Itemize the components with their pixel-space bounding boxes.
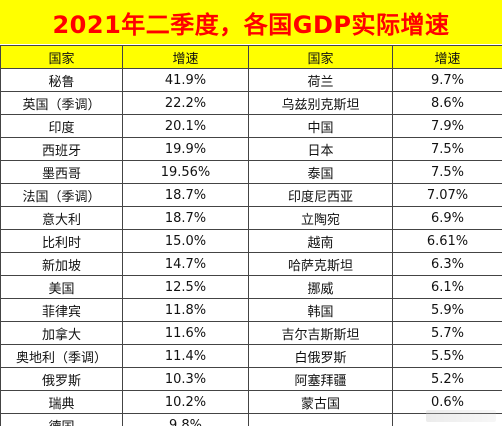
table-row: 秘鲁 41.9% 荷兰 9.7% xyxy=(0,68,502,92)
growth-cell-right: 6.61% xyxy=(392,229,502,253)
growth-cell-left: 14.7% xyxy=(122,252,249,276)
country-cell-right: 荷兰 xyxy=(248,68,393,92)
gdp-growth-table: 国家 增速 国家 增速 秘鲁 41.9% 荷兰 9.7% 英国（季调） 22.2% 乌兹别克… xyxy=(0,45,502,426)
table-row: 法国（季调） 18.7% 印度尼西亚 7.07% xyxy=(0,183,502,207)
table-row: 俄罗斯 10.3% 阿塞拜疆 5.2% xyxy=(0,367,502,391)
table-row: 西班牙 19.9% 日本 7.5% xyxy=(0,137,502,161)
table-row: 印度 20.1% 中国 7.9% xyxy=(0,114,502,138)
growth-cell-left: 22.2% xyxy=(122,91,249,115)
table-row: 瑞典 10.2% 蒙古国 0.6% xyxy=(0,390,502,414)
table-row: 美国 12.5% 挪威 6.1% xyxy=(0,275,502,299)
country-cell-left: 菲律宾 xyxy=(0,298,123,322)
country-cell-left: 加拿大 xyxy=(0,321,123,345)
table-body: 秘鲁 41.9% 荷兰 9.7% 英国（季调） 22.2% 乌兹别克斯坦 8.6% 印度 20.1… xyxy=(0,68,502,426)
title-banner: 2021年二季度，各国GDP实际增速 xyxy=(0,0,502,44)
growth-cell-left: 11.8% xyxy=(122,298,249,322)
header-growth-right: 增速 xyxy=(392,45,502,69)
table-row: 新加坡 14.7% 哈萨克斯坦 6.3% xyxy=(0,252,502,276)
empty-cell xyxy=(248,413,393,426)
country-cell-right: 日本 xyxy=(248,137,393,161)
country-cell-left: 新加坡 xyxy=(0,252,123,276)
growth-cell-left: 19.9% xyxy=(122,137,249,161)
country-cell-left: 西班牙 xyxy=(0,137,123,161)
header-country-right: 国家 xyxy=(248,45,393,69)
country-cell-right: 立陶宛 xyxy=(248,206,393,230)
growth-cell-right: 6.9% xyxy=(392,206,502,230)
watermark xyxy=(426,410,496,422)
growth-cell-right: 7.5% xyxy=(392,137,502,161)
growth-cell-right: 7.07% xyxy=(392,183,502,207)
country-cell-right: 挪威 xyxy=(248,275,393,299)
growth-cell-left: 12.5% xyxy=(122,275,249,299)
growth-cell-left: 9.8% xyxy=(122,413,249,426)
country-cell-left: 法国（季调） xyxy=(0,183,123,207)
growth-cell-right: 8.6% xyxy=(392,91,502,115)
growth-cell-right: 5.2% xyxy=(392,367,502,391)
header-country-left: 国家 xyxy=(0,45,123,69)
growth-cell-right: 9.7% xyxy=(392,68,502,92)
country-cell-left: 墨西哥 xyxy=(0,160,123,184)
country-cell-left: 秘鲁 xyxy=(0,68,123,92)
country-cell-left: 德国 xyxy=(0,413,123,426)
growth-cell-right: 6.1% xyxy=(392,275,502,299)
country-cell-right: 乌兹别克斯坦 xyxy=(248,91,393,115)
growth-cell-left: 11.6% xyxy=(122,321,249,345)
growth-cell-left: 20.1% xyxy=(122,114,249,138)
country-cell-right: 蒙古国 xyxy=(248,390,393,414)
growth-cell-right: 5.9% xyxy=(392,298,502,322)
growth-cell-left: 11.4% xyxy=(122,344,249,368)
country-cell-left: 意大利 xyxy=(0,206,123,230)
country-cell-right: 白俄罗斯 xyxy=(248,344,393,368)
growth-cell-left: 19.56% xyxy=(122,160,249,184)
growth-cell-right: 0.6% xyxy=(392,390,502,414)
growth-cell-left: 15.0% xyxy=(122,229,249,253)
growth-cell-right: 7.9% xyxy=(392,114,502,138)
country-cell-left: 俄罗斯 xyxy=(0,367,123,391)
table-row: 加拿大 11.6% 吉尔吉斯斯坦 5.7% xyxy=(0,321,502,345)
table-row: 比利时 15.0% 越南 6.61% xyxy=(0,229,502,253)
country-cell-left: 奥地利（季调） xyxy=(0,344,123,368)
growth-cell-right: 6.3% xyxy=(392,252,502,276)
country-cell-right: 越南 xyxy=(248,229,393,253)
country-cell-right: 吉尔吉斯斯坦 xyxy=(248,321,393,345)
country-cell-right: 中国 xyxy=(248,114,393,138)
header-row: 国家 增速 国家 增速 xyxy=(0,45,502,69)
country-cell-left: 瑞典 xyxy=(0,390,123,414)
table-row: 菲律宾 11.8% 韩国 5.9% xyxy=(0,298,502,322)
page-title: 2021年二季度，各国GDP实际增速 xyxy=(52,10,450,39)
growth-cell-left: 10.3% xyxy=(122,367,249,391)
table-row: 英国（季调） 22.2% 乌兹别克斯坦 8.6% xyxy=(0,91,502,115)
empty-cell xyxy=(392,413,502,426)
country-cell-right: 哈萨克斯坦 xyxy=(248,252,393,276)
growth-cell-left: 18.7% xyxy=(122,183,249,207)
growth-cell-left: 41.9% xyxy=(122,68,249,92)
country-cell-left: 英国（季调） xyxy=(0,91,123,115)
table-row: 德国9.8% xyxy=(0,413,502,426)
country-cell-right: 泰国 xyxy=(248,160,393,184)
country-cell-left: 印度 xyxy=(0,114,123,138)
growth-cell-left: 10.2% xyxy=(122,390,249,414)
table-row: 意大利 18.7% 立陶宛 6.9% xyxy=(0,206,502,230)
growth-cell-right: 7.5% xyxy=(392,160,502,184)
table-header: 国家 增速 国家 增速 xyxy=(0,45,502,69)
growth-cell-right: 5.7% xyxy=(392,321,502,345)
country-cell-left: 比利时 xyxy=(0,229,123,253)
header-growth-left: 增速 xyxy=(122,45,249,69)
country-cell-right: 韩国 xyxy=(248,298,393,322)
table-row: 墨西哥 19.56% 泰国 7.5% xyxy=(0,160,502,184)
growth-cell-left: 18.7% xyxy=(122,206,249,230)
growth-cell-right: 5.5% xyxy=(392,344,502,368)
country-cell-right: 阿塞拜疆 xyxy=(248,367,393,391)
country-cell-right: 印度尼西亚 xyxy=(248,183,393,207)
table-row: 奥地利（季调） 11.4% 白俄罗斯 5.5% xyxy=(0,344,502,368)
country-cell-left: 美国 xyxy=(0,275,123,299)
